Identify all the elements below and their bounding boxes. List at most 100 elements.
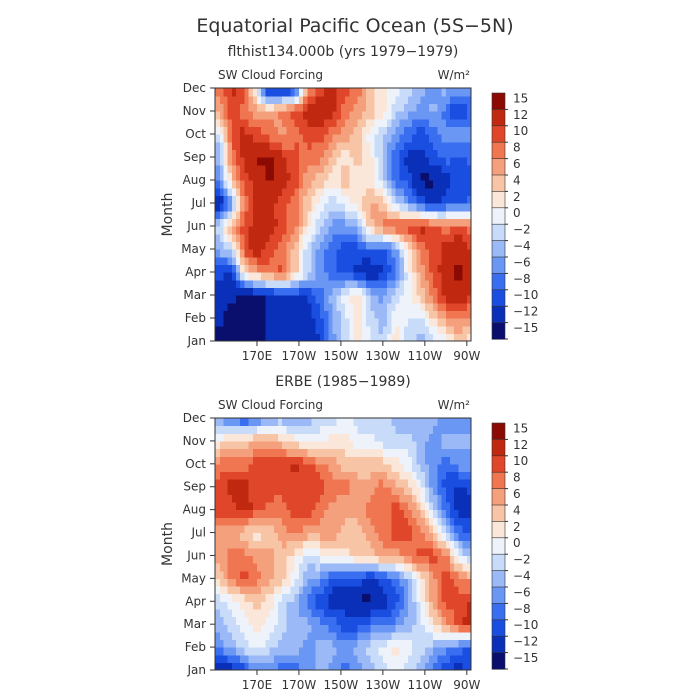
heatmap-cell — [353, 471, 359, 480]
heatmap-cell — [382, 126, 388, 135]
heatmap-cell — [399, 210, 405, 219]
heatmap-cell — [424, 126, 430, 135]
heatmap-cell — [454, 318, 460, 327]
heatmap-cell — [311, 264, 317, 273]
heatmap-cell — [298, 279, 304, 288]
heatmap-cell — [349, 624, 355, 633]
heatmap-cell — [429, 256, 434, 265]
heatmap-cell — [324, 555, 329, 564]
heatmap-cell — [382, 88, 388, 97]
heatmap-cell — [408, 164, 413, 173]
heatmap-cell — [290, 540, 296, 549]
heatmap-cell — [399, 433, 405, 442]
heatmap-cell — [429, 118, 434, 127]
heatmap-cell — [466, 601, 471, 610]
heatmap-cell — [336, 593, 342, 602]
heatmap-cell — [248, 563, 254, 572]
heatmap-cell — [269, 172, 275, 181]
heatmap-cell — [244, 126, 250, 135]
heatmap-cell — [361, 95, 367, 104]
heatmap-cell — [378, 95, 384, 104]
heatmap-cell — [374, 471, 380, 480]
heatmap-cell — [273, 187, 279, 196]
heatmap-cell — [433, 203, 439, 212]
heatmap-cell — [424, 195, 430, 204]
heatmap-cell — [307, 126, 313, 135]
heatmap-cell — [366, 203, 371, 212]
heatmap-cell — [382, 141, 388, 150]
heatmap-cell — [454, 218, 460, 227]
heatmap-cell — [307, 517, 313, 526]
heatmap-cell — [424, 249, 430, 258]
heatmap-cell — [298, 570, 304, 579]
heatmap-cell — [403, 624, 409, 633]
heatmap-cell — [462, 264, 468, 273]
heatmap-cell — [265, 134, 271, 143]
heatmap-cell — [290, 134, 296, 143]
y-tick-label: Jan — [187, 334, 207, 348]
heatmap-cell — [437, 187, 443, 196]
heatmap-cell — [227, 325, 233, 334]
heatmap-cell — [408, 647, 413, 656]
heatmap-cell — [315, 524, 321, 534]
heatmap-cell — [450, 118, 455, 127]
heatmap-cell — [336, 325, 342, 334]
heatmap-cell — [416, 425, 422, 434]
heatmap-cell — [387, 195, 392, 204]
heatmap-cell — [378, 440, 384, 450]
heatmap-cell — [366, 134, 371, 143]
heatmap-cell — [357, 524, 363, 534]
heatmap-cell — [261, 149, 266, 158]
heatmap-cell — [311, 586, 317, 595]
heatmap-cell — [332, 471, 338, 480]
heatmap-cell — [269, 662, 275, 670]
heatmap-cell — [277, 486, 283, 495]
heatmap-cell — [215, 532, 220, 541]
heatmap-cell — [361, 88, 367, 97]
heatmap-cell — [261, 639, 266, 648]
heatmap-cell — [433, 494, 439, 503]
heatmap-cell — [290, 264, 296, 273]
heatmap-cell — [395, 218, 401, 227]
heatmap-cell — [261, 134, 266, 143]
heatmap-cell — [298, 654, 304, 663]
heatmap-cell — [315, 517, 321, 526]
heatmap-cell — [290, 570, 296, 579]
heatmap-cell — [445, 264, 451, 273]
heatmap-cell — [395, 471, 401, 480]
heatmap-cell — [256, 256, 262, 265]
heatmap-cell — [269, 203, 275, 212]
heatmap-cell — [307, 555, 313, 564]
heatmap-cell — [256, 157, 262, 166]
heatmap-cell — [454, 333, 460, 341]
heatmap-cell — [223, 532, 229, 541]
heatmap-cell — [240, 479, 245, 488]
heatmap-cell — [382, 103, 388, 112]
heatmap-cell — [235, 555, 241, 564]
heatmap-cell — [391, 654, 397, 663]
heatmap-cell — [240, 325, 245, 334]
heatmap-cell — [227, 88, 233, 97]
heatmap-cell — [370, 578, 376, 587]
heatmap-cell — [391, 540, 397, 549]
heatmap-cell — [315, 631, 321, 641]
heatmap-cell — [345, 624, 350, 633]
heatmap-cell — [374, 509, 380, 518]
heatmap-cell — [277, 141, 283, 150]
colorbar-swatch — [491, 455, 506, 473]
heatmap-cell — [227, 570, 233, 579]
heatmap-cell — [345, 456, 350, 465]
heatmap-cell — [261, 218, 266, 227]
heatmap-cell — [412, 103, 418, 112]
heatmap-cell — [399, 118, 405, 127]
heatmap-cell — [374, 264, 380, 273]
heatmap-cell — [399, 233, 405, 242]
heatmap-cell — [307, 654, 313, 663]
heatmap-cell — [454, 164, 460, 173]
heatmap-cell — [395, 302, 401, 311]
colorbar-swatch — [491, 256, 506, 275]
heatmap-cell — [307, 333, 313, 341]
heatmap-cell — [424, 149, 430, 158]
heatmap-cell — [311, 502, 317, 511]
heatmap-cell — [450, 456, 455, 465]
